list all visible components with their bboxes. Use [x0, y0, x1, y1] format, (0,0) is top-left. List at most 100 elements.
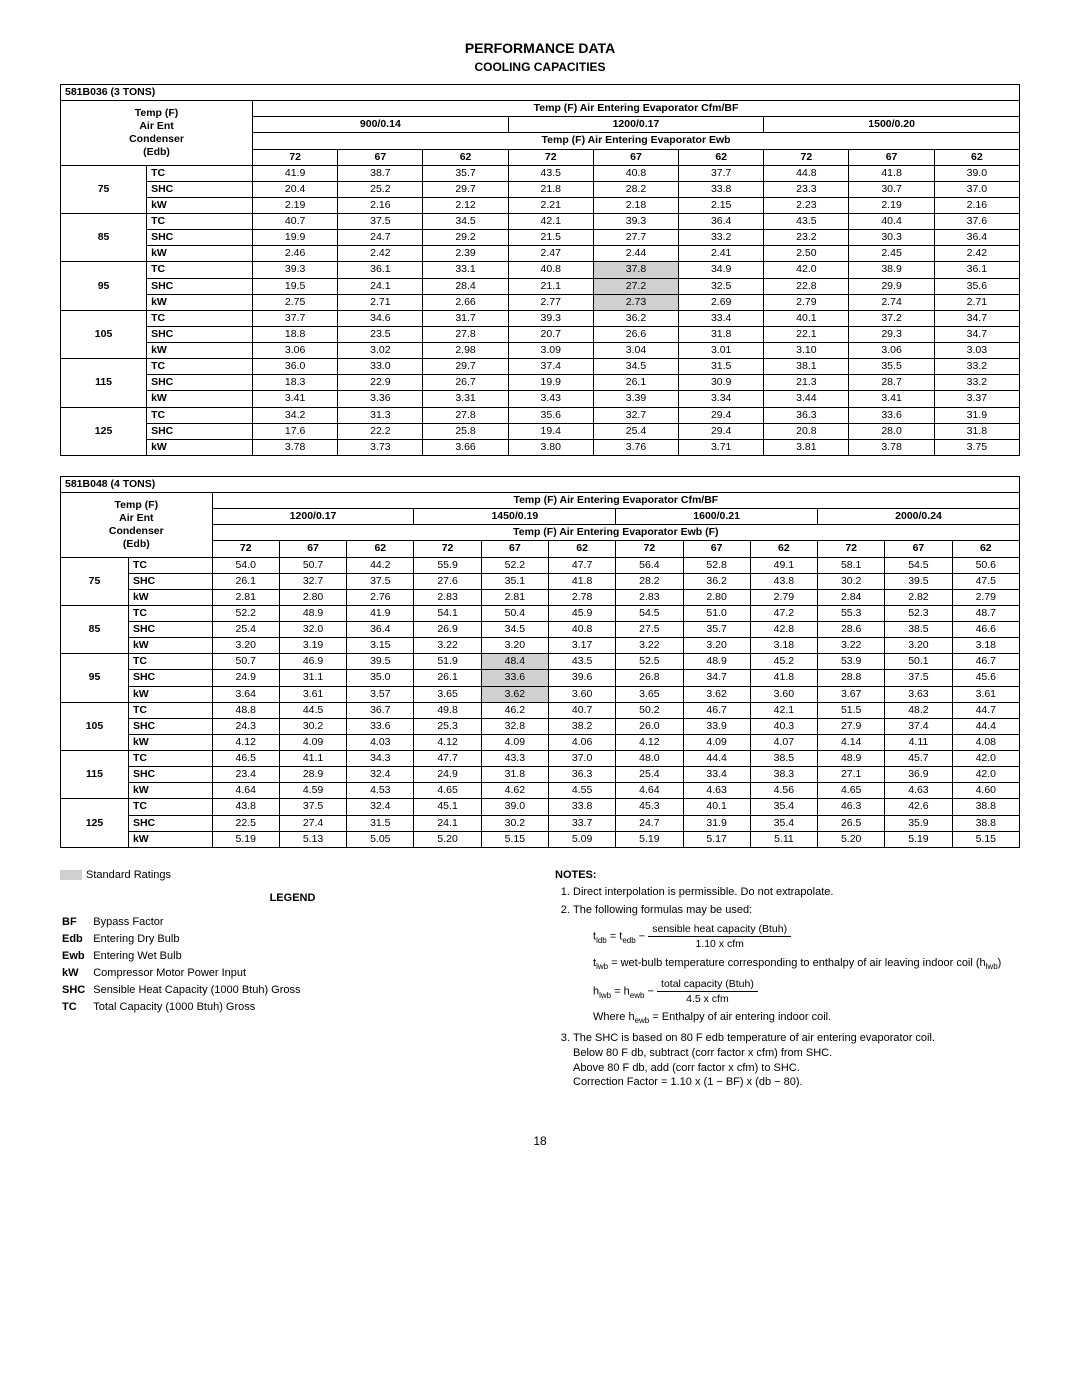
data-cell: 27.5	[616, 622, 683, 638]
data-cell: 33.8	[548, 799, 615, 815]
data-cell: 46.5	[212, 751, 279, 767]
data-cell: 2.66	[423, 294, 508, 310]
data-cell: 2.71	[338, 294, 423, 310]
data-cell: 2.23	[764, 197, 849, 213]
data-cell: 4.65	[818, 783, 885, 799]
data-cell: 38.8	[952, 815, 1019, 831]
data-cell: 4.64	[212, 783, 279, 799]
data-cell: 52.8	[683, 557, 750, 573]
data-cell: 31.5	[679, 359, 764, 375]
data-cell: 2.83	[616, 589, 683, 605]
data-cell: 39.5	[885, 573, 952, 589]
metric: SHC	[147, 278, 253, 294]
data-cell: 31.9	[683, 815, 750, 831]
data-cell: 37.5	[279, 799, 346, 815]
metric: kW	[147, 294, 253, 310]
data-cell: 24.9	[212, 670, 279, 686]
data-cell: 35.4	[750, 799, 817, 815]
data-cell: 33.6	[347, 718, 414, 734]
data-cell: 37.4	[885, 718, 952, 734]
data-cell: 3.41	[253, 391, 338, 407]
data-cell: 23.5	[338, 326, 423, 342]
data-cell: 3.15	[347, 638, 414, 654]
data-cell: 29.7	[423, 181, 508, 197]
data-cell: 24.1	[338, 278, 423, 294]
data-cell: 55.9	[414, 557, 481, 573]
data-cell: 4.12	[616, 734, 683, 750]
data-cell: 43.3	[481, 751, 548, 767]
cfm-group: 1500/0.20	[764, 117, 1020, 133]
data-cell: 17.6	[253, 423, 338, 439]
data-cell: 3.06	[253, 343, 338, 359]
data-cell: 31.8	[934, 423, 1019, 439]
data-cell: 48.9	[683, 654, 750, 670]
data-cell: 3.03	[934, 343, 1019, 359]
data-cell: 33.7	[548, 815, 615, 831]
temp-cell: 75	[61, 557, 129, 605]
data-cell: 45.2	[750, 654, 817, 670]
ewb-col: 72	[616, 541, 683, 557]
data-cell: 3.22	[616, 638, 683, 654]
data-cell: 45.1	[414, 799, 481, 815]
metric: kW	[147, 343, 253, 359]
data-cell: 3.62	[683, 686, 750, 702]
data-cell: 26.0	[616, 718, 683, 734]
ewb-col: 72	[508, 149, 593, 165]
ewb-col: 72	[212, 541, 279, 557]
data-cell: 2.80	[279, 589, 346, 605]
rowhdr: Temp (F)Air EntCondenser(Edb)	[61, 101, 253, 166]
data-cell: 3.76	[593, 439, 678, 455]
data-cell: 25.4	[593, 423, 678, 439]
data-cell: 21.3	[764, 375, 849, 391]
data-cell: 2.16	[338, 197, 423, 213]
data-cell: 4.65	[414, 783, 481, 799]
data-cell: 46.9	[279, 654, 346, 670]
data-cell: 35.1	[481, 573, 548, 589]
cfm-group: 900/0.14	[253, 117, 509, 133]
data-cell: 3.18	[750, 638, 817, 654]
data-cell: 48.8	[212, 702, 279, 718]
data-cell: 33.2	[679, 230, 764, 246]
data-cell: 3.39	[593, 391, 678, 407]
legend-def: Total Capacity (1000 Btuh) Gross	[93, 1000, 306, 1015]
data-cell: 46.2	[481, 702, 548, 718]
data-cell: 34.5	[423, 214, 508, 230]
data-cell: 58.1	[818, 557, 885, 573]
data-cell: 2.77	[508, 294, 593, 310]
data-cell: 3.02	[338, 343, 423, 359]
data-cell: 4.11	[885, 734, 952, 750]
data-cell: 50.2	[616, 702, 683, 718]
ewb-col: 67	[279, 541, 346, 557]
data-cell: 56.4	[616, 557, 683, 573]
data-cell: 51.9	[414, 654, 481, 670]
ewb-col: 62	[548, 541, 615, 557]
data-cell: 38.9	[849, 262, 934, 278]
data-cell: 38.2	[548, 718, 615, 734]
data-cell: 2.84	[818, 589, 885, 605]
hdr2: Temp (F) Air Entering Evaporator Ewb (F)	[212, 525, 1019, 541]
data-cell: 31.8	[481, 767, 548, 783]
data-cell: 4.63	[683, 783, 750, 799]
metric: kW	[147, 197, 253, 213]
data-cell: 33.1	[423, 262, 508, 278]
data-cell: 36.1	[338, 262, 423, 278]
data-cell: 4.12	[414, 734, 481, 750]
data-cell: 31.5	[347, 815, 414, 831]
data-cell: 35.4	[750, 815, 817, 831]
data-cell: 50.1	[885, 654, 952, 670]
data-cell: 3.75	[934, 439, 1019, 455]
data-cell: 3.67	[818, 686, 885, 702]
data-cell: 34.6	[338, 310, 423, 326]
data-cell: 2.19	[849, 197, 934, 213]
metric: TC	[147, 359, 253, 375]
data-cell: 2.75	[253, 294, 338, 310]
data-cell: 5.17	[683, 831, 750, 847]
ewb-col: 67	[481, 541, 548, 557]
data-cell: 4.64	[616, 783, 683, 799]
data-cell: 3.22	[818, 638, 885, 654]
data-cell: 22.2	[338, 423, 423, 439]
data-cell: 21.1	[508, 278, 593, 294]
data-cell: 23.3	[764, 181, 849, 197]
data-cell: 40.1	[683, 799, 750, 815]
data-cell: 19.5	[253, 278, 338, 294]
